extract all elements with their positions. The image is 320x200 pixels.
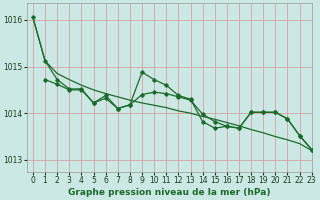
X-axis label: Graphe pression niveau de la mer (hPa): Graphe pression niveau de la mer (hPa) xyxy=(68,188,270,197)
